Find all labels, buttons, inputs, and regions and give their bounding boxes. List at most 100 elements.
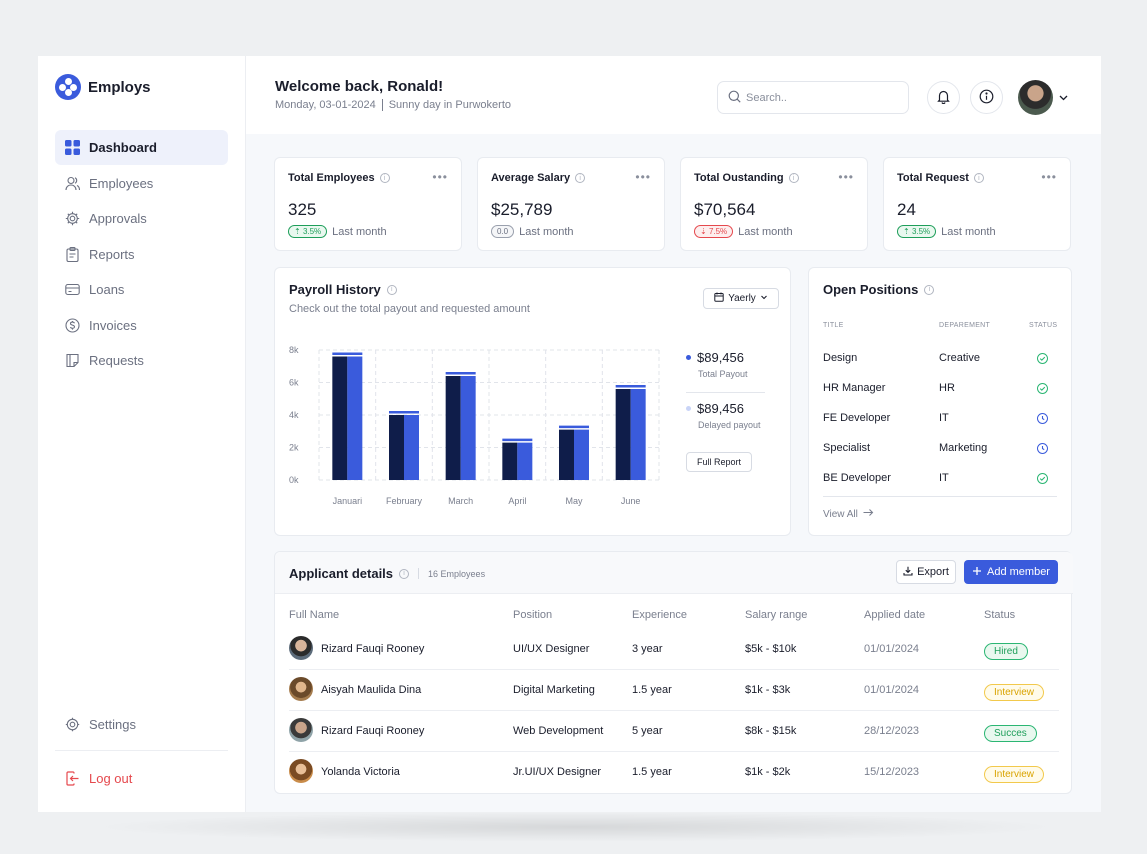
- table-row[interactable]: Rizard Fauqi Rooney UI/UX Designer 3 yea…: [289, 629, 1059, 670]
- trend-value: 3.5%: [911, 227, 931, 236]
- sidebar-item-reports[interactable]: Reports: [55, 237, 228, 272]
- table-row[interactable]: Yolanda Victoria Jr.UI/UX Designer 1.5 y…: [289, 752, 1059, 793]
- positions-title: Open Positions: [823, 282, 919, 297]
- trend-value: 7.5%: [708, 227, 728, 236]
- stat-title-text: Total Oustanding: [694, 172, 784, 184]
- legend-divider: [686, 392, 765, 393]
- stat-footer: ⇡ 3.5% Last month: [897, 225, 996, 238]
- table-row[interactable]: Aisyah Maulida Dina Digital Marketing 1.…: [289, 670, 1059, 711]
- chevron-down-icon[interactable]: [1058, 92, 1069, 106]
- more-icon[interactable]: •••: [432, 170, 448, 184]
- brand[interactable]: Employs: [55, 74, 151, 100]
- open-positions-card: Open Positions i TITLE DEPAREMENT STATUS …: [808, 267, 1072, 536]
- users-icon: [65, 176, 80, 191]
- status-badge: Succes: [984, 725, 1037, 742]
- sidebar-item-approvals[interactable]: Approvals: [55, 201, 228, 236]
- position-row[interactable]: Design Creative: [823, 352, 1057, 382]
- col-header-experience[interactable]: Experience: [632, 609, 688, 621]
- logout-button[interactable]: Log out: [55, 761, 228, 796]
- clock-icon: [1037, 443, 1048, 454]
- applicant-salary: $1k - $3k: [745, 684, 791, 696]
- stat-title-text: Total Employees: [288, 172, 375, 184]
- bar-cap-januari: [332, 352, 363, 355]
- applicant-experience: 3 year: [632, 643, 663, 655]
- position-row[interactable]: Specialist Marketing: [823, 442, 1057, 472]
- y-tick-label: 8k: [289, 345, 299, 355]
- x-tick-label: June: [621, 496, 641, 506]
- sidebar-item-invoices[interactable]: Invoices: [55, 308, 228, 343]
- applicant-experience: 1.5 year: [632, 766, 672, 778]
- avatar: [289, 718, 313, 742]
- more-icon[interactable]: •••: [635, 170, 651, 184]
- status-badge: Interview: [984, 684, 1045, 701]
- position-row[interactable]: BE Developer IT: [823, 472, 1057, 502]
- stat-period: Last month: [332, 225, 387, 238]
- col-header-salary-range[interactable]: Salary range: [745, 609, 808, 621]
- avatar: [289, 636, 313, 660]
- card-icon: [65, 282, 80, 297]
- notifications-button[interactable]: [927, 81, 960, 114]
- full-report-button[interactable]: Full Report: [686, 452, 752, 472]
- stat-period: Last month: [738, 225, 793, 238]
- view-all-link[interactable]: View All: [823, 508, 874, 520]
- more-icon[interactable]: •••: [1041, 170, 1057, 184]
- clock-icon: [1037, 413, 1048, 424]
- gear-icon: [65, 211, 80, 226]
- y-tick-label: 4k: [289, 410, 299, 420]
- export-label: Export: [917, 566, 949, 578]
- sidebar-item-label: Employees: [89, 175, 154, 191]
- position-department: IT: [939, 412, 949, 424]
- stat-title: Total Request i: [897, 172, 984, 184]
- sidebar-item-employees[interactable]: Employees: [55, 166, 228, 201]
- bar-cap-june: [615, 385, 646, 388]
- bar-cap-may: [559, 425, 589, 429]
- trend-badge: ⇡ 3.5%: [288, 225, 328, 238]
- legend-total-payout: $89,456: [686, 350, 744, 365]
- bar-dark-may: [559, 429, 574, 480]
- y-tick-label: 6k: [289, 378, 299, 388]
- sidebar-item-label: Loans: [89, 282, 125, 297]
- sidebar-item-label: Reports: [89, 246, 135, 262]
- col-header-applied-date[interactable]: Applied date: [864, 609, 926, 621]
- export-button[interactable]: Export: [896, 560, 956, 584]
- user-avatar[interactable]: [1018, 80, 1053, 115]
- current-date: Monday, 03-01-2024: [275, 99, 376, 111]
- col-header-full-name[interactable]: Full Name: [289, 609, 340, 621]
- weather-text: Sunny day in Purwokerto: [388, 99, 511, 111]
- col-header-status[interactable]: Status: [984, 609, 1016, 621]
- stat-title: Total Employees i: [288, 172, 390, 184]
- col-header-position[interactable]: Position: [513, 609, 553, 621]
- sidebar-item-settings[interactable]: Settings: [55, 707, 228, 742]
- add-member-button[interactable]: Add member: [964, 560, 1058, 584]
- period-select[interactable]: Yaerly: [703, 288, 779, 309]
- sidebar-item-requests[interactable]: Requests: [55, 343, 228, 378]
- chevron-down-icon: [760, 293, 768, 304]
- dollar-icon: [65, 317, 80, 333]
- position-row[interactable]: FE Developer IT: [823, 412, 1057, 442]
- applicant-date: 28/12/2023: [864, 725, 920, 737]
- search-input[interactable]: Search..: [717, 81, 909, 114]
- applicant-date: 15/12/2023: [864, 766, 920, 778]
- stat-period: Last month: [941, 225, 996, 238]
- info-button[interactable]: [970, 81, 1003, 114]
- more-icon[interactable]: •••: [838, 170, 854, 184]
- settings-icon: [65, 717, 80, 732]
- sidebar-item-loans[interactable]: Loans: [55, 272, 228, 307]
- delayed-payout-label: Delayed payout: [698, 420, 761, 430]
- avatar: [289, 677, 313, 701]
- check-icon: [1037, 353, 1048, 364]
- col-header-title: TITLE: [823, 322, 844, 329]
- stat-title: Average Salary i: [491, 172, 586, 184]
- sidebar-item-dashboard[interactable]: Dashboard: [55, 130, 228, 165]
- subline-separator: [381, 99, 383, 111]
- stat-card-total-employees: Total Employees i ••• 325 ⇡ 3.5% Last mon…: [274, 157, 462, 251]
- table-row[interactable]: Rizard Fauqi Rooney Web Development 5 ye…: [289, 711, 1059, 752]
- sidebar-item-label: Invoices: [89, 317, 137, 333]
- card-title: Applicant details i 16 Employees: [289, 566, 485, 581]
- col-header-department: DEPAREMENT: [939, 322, 991, 329]
- legend-dot: [686, 355, 691, 360]
- position-title: FE Developer: [823, 412, 891, 424]
- info-icon: i: [924, 284, 935, 295]
- position-row[interactable]: HR Manager HR: [823, 382, 1057, 412]
- bar-dark-april: [502, 442, 518, 480]
